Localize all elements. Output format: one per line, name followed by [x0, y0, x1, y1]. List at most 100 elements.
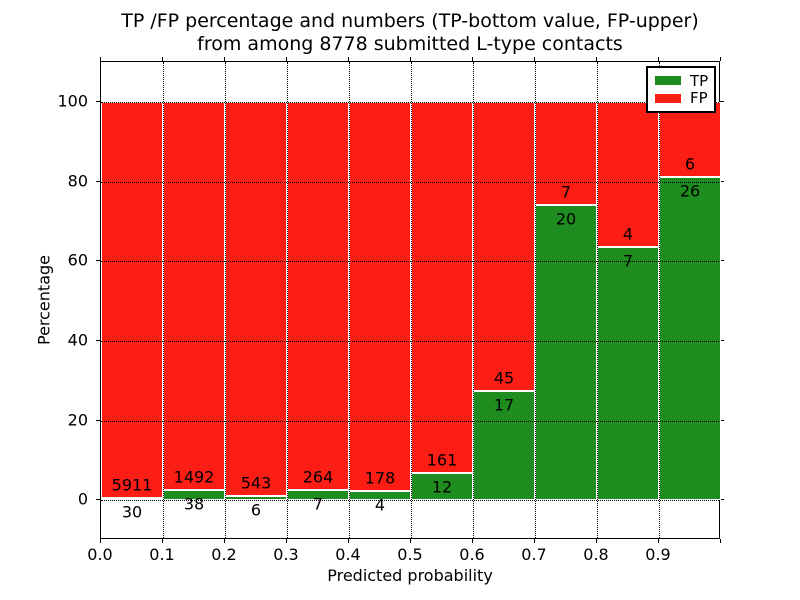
bar-segment-tp	[473, 390, 535, 501]
plot-canvas: 5911 30 1492 38 543 6 264 7 178 4 161 12 45 17 7 20 4 7 6 2…	[101, 62, 721, 538]
x-tickmark-bottom	[162, 539, 163, 543]
x-tickmark-bottom	[410, 539, 411, 543]
vertical-gridline	[597, 62, 598, 538]
y-axis-label: Percentage	[34, 254, 54, 346]
x-tickmark-top	[658, 57, 659, 61]
bar-segment-fp	[225, 101, 287, 496]
tp-count-label: 7	[622, 251, 634, 271]
x-tick-label: 0.8	[583, 545, 609, 564]
vertical-gridline	[473, 62, 474, 538]
vertical-gridline	[535, 62, 536, 538]
bar-segment-fp	[163, 101, 225, 491]
fp-count-label: 6	[684, 154, 696, 174]
fp-count-label: 45	[493, 368, 515, 388]
fp-count-label: 7	[560, 182, 572, 202]
x-tickmark-bottom	[720, 539, 721, 543]
x-tick-label: 0.5	[397, 545, 423, 564]
tp-count-label: 38	[183, 494, 205, 514]
fp-count-label: 4	[622, 224, 634, 244]
x-tickmark-top	[286, 57, 287, 61]
vertical-gridline	[411, 62, 412, 538]
tp-count-label: 17	[493, 395, 515, 415]
bar-segment-tp	[411, 472, 473, 501]
y-tick-label: 60	[67, 250, 88, 270]
x-tickmark-top	[348, 57, 349, 61]
x-tickmark-top	[472, 57, 473, 61]
y-tickmark-left	[96, 419, 100, 421]
y-tickmark-left	[96, 100, 100, 102]
legend-row-fp: FP	[655, 89, 708, 108]
bar-segment-tp	[225, 495, 287, 501]
tp-count-label: 4	[374, 495, 386, 515]
x-tickmark-bottom	[596, 539, 597, 543]
x-tickmark-top	[100, 57, 101, 61]
tp-count-label: 30	[121, 502, 143, 522]
tp-count-label: 26	[679, 181, 701, 201]
x-tickmark-top	[534, 57, 535, 61]
x-tickmark-top	[720, 57, 721, 61]
bar-segment-fp	[349, 101, 411, 492]
bar-segment-fp	[659, 101, 721, 177]
y-tick-label: 40	[67, 330, 88, 350]
tp-count-label: 7	[312, 494, 324, 514]
chart-title: TP /FP percentage and numbers (TP-bottom…	[60, 10, 760, 56]
legend-label-tp: TP	[690, 71, 709, 90]
tp-green-swatch-icon	[655, 76, 681, 86]
y-tickmark-left	[96, 260, 100, 262]
bar-segment-tp	[287, 489, 349, 501]
tp-count-label: 20	[555, 209, 577, 229]
x-tick-label: 0.2	[211, 545, 237, 564]
bar-segment-tp	[597, 246, 659, 501]
x-tickmark-bottom	[348, 539, 349, 543]
vertical-gridline	[287, 62, 288, 538]
fp-red-swatch-icon	[655, 93, 681, 103]
fp-count-label: 161	[426, 450, 458, 470]
x-tick-label: 0.7	[521, 545, 547, 564]
x-tickmark-top	[410, 57, 411, 61]
x-tick-label: 0.6	[459, 545, 485, 564]
plot-area: 5911 30 1492 38 543 6 264 7 178 4 161 12 45 17 7 20 4 7 6 2…	[100, 61, 721, 539]
y-tickmark-left	[96, 180, 100, 182]
horizontal-gridline	[101, 340, 719, 342]
x-tick-label: 0.3	[273, 545, 299, 564]
y-tick-label: 100	[57, 91, 88, 111]
bar-segment-tp	[535, 205, 597, 501]
y-tickmark-right	[720, 100, 724, 102]
bar-segment-fp	[287, 101, 349, 490]
y-tickmark-right	[720, 419, 724, 421]
x-tickmark-bottom	[658, 539, 659, 543]
y-tickmark-left	[96, 339, 100, 341]
tp-count-label: 6	[250, 500, 262, 520]
x-tickmark-bottom	[100, 539, 101, 543]
y-tickmark-right	[720, 499, 724, 501]
tp-count-label: 12	[431, 477, 453, 497]
fp-count-label: 178	[364, 468, 396, 488]
fp-count-label: 5911	[111, 475, 153, 495]
x-tickmark-bottom	[534, 539, 535, 543]
bar-segment-fp	[597, 101, 659, 247]
horizontal-gridline	[101, 500, 719, 502]
y-tick-label: 20	[67, 410, 88, 429]
y-tickmark-right	[720, 180, 724, 182]
x-tickmark-top	[162, 57, 163, 61]
vertical-gridline	[163, 62, 164, 538]
horizontal-gridline	[101, 101, 719, 103]
legend-label-fp: FP	[690, 89, 708, 108]
y-tickmark-right	[720, 260, 724, 262]
horizontal-gridline	[101, 181, 719, 183]
x-tick-label: 0.0	[87, 545, 113, 564]
x-tickmark-bottom	[472, 539, 473, 543]
legend-row-tp: TP	[655, 71, 709, 90]
vertical-gridline	[349, 62, 350, 538]
fp-count-label: 264	[302, 467, 334, 487]
x-tickmark-bottom	[224, 539, 225, 543]
bar-segment-fp	[473, 101, 535, 391]
legend: TP FP	[646, 66, 716, 113]
bar-segment-fp	[411, 101, 473, 473]
bar-segment-tp	[659, 176, 721, 501]
x-tick-label: 0.1	[149, 545, 175, 564]
bar-segment-tp	[101, 498, 163, 501]
vertical-gridline	[659, 62, 660, 538]
bar-segment-fp	[535, 101, 597, 206]
